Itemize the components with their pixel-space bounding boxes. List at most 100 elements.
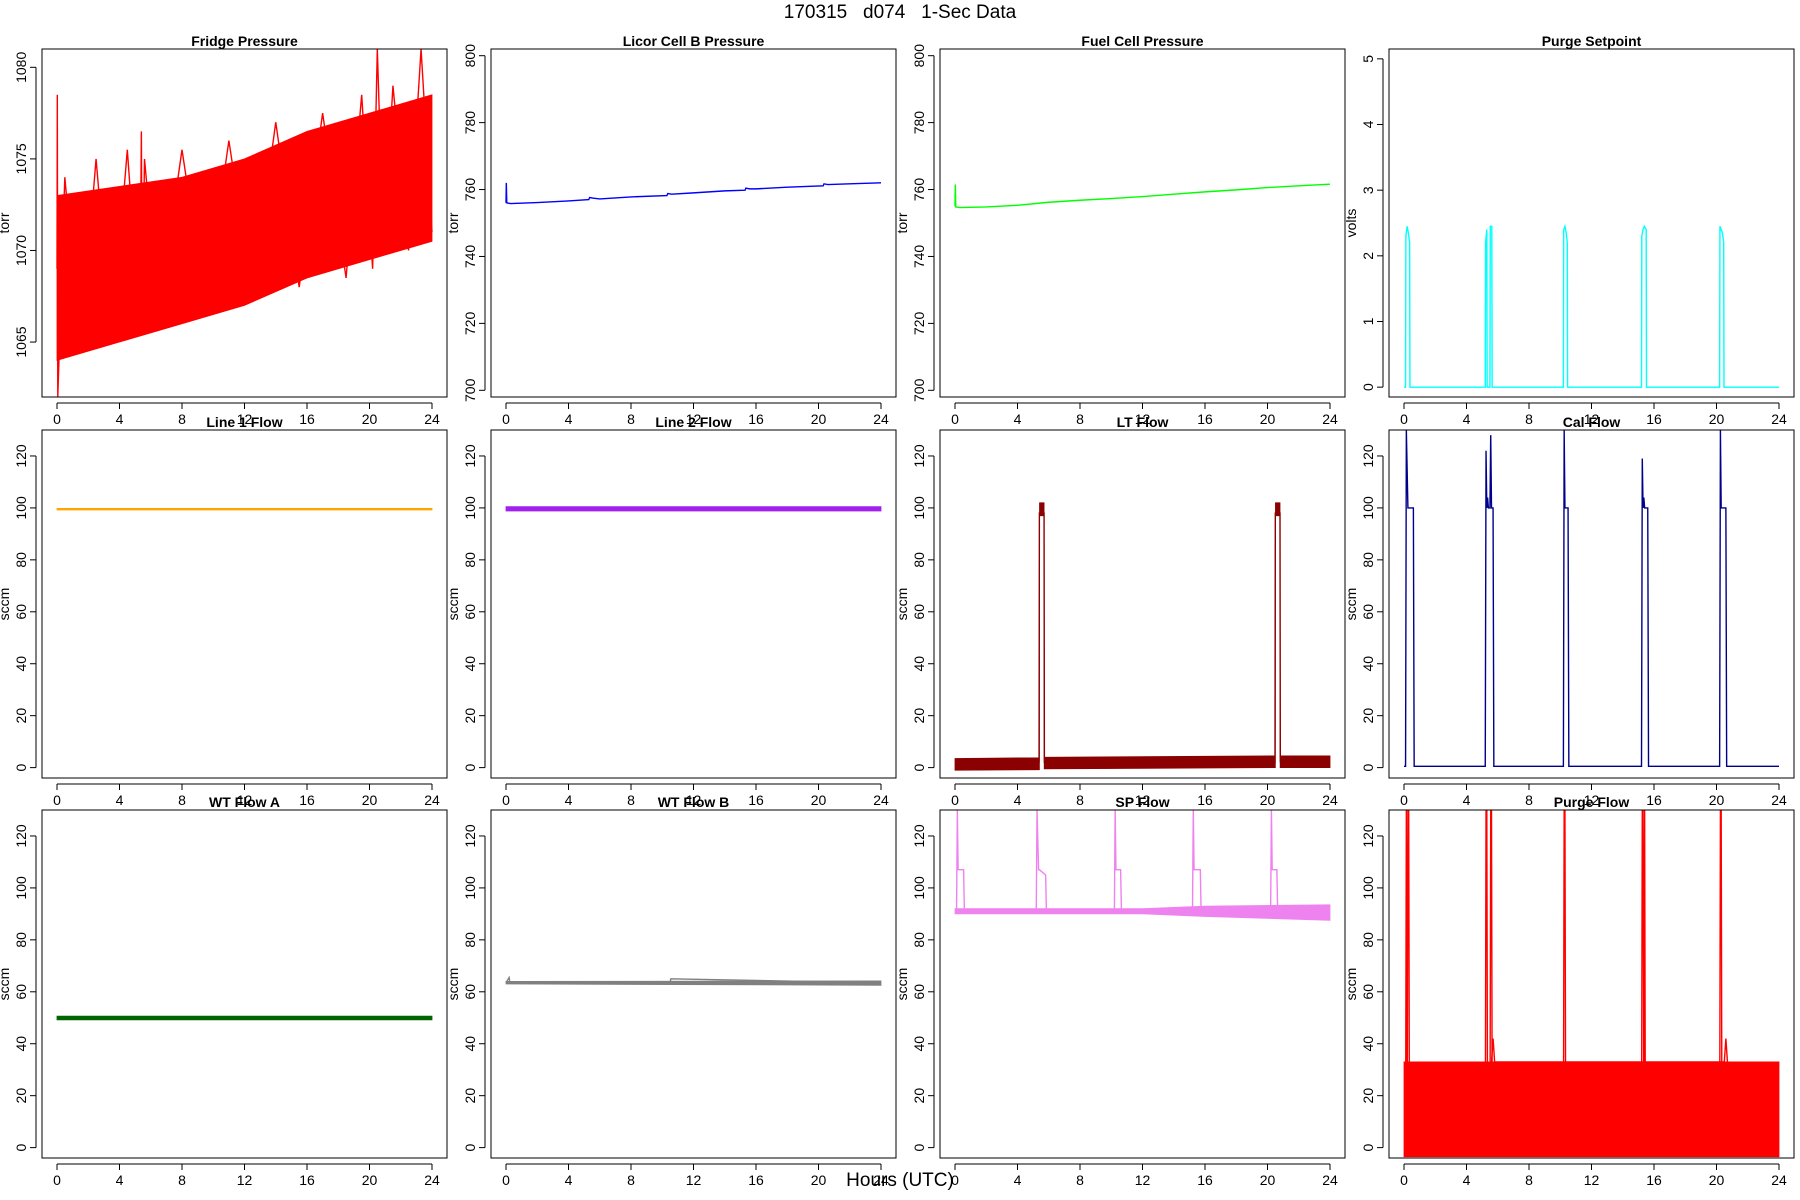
- x-tick-label: 24: [1322, 792, 1338, 808]
- plot-frame: [1388, 429, 1795, 779]
- x-tick-label: 4: [116, 792, 124, 808]
- series-band: [1403, 1061, 1780, 1158]
- y-tick-label: 780: [462, 111, 478, 135]
- x-tick-label: 16: [1197, 792, 1213, 808]
- y-axis-label: torr: [445, 212, 461, 233]
- plot-frame: [41, 809, 448, 1159]
- x-tick-label: 8: [627, 1172, 635, 1188]
- plot-frame: [490, 429, 897, 779]
- y-tick-label: 120: [1360, 444, 1376, 468]
- y-tick-label: 1070: [13, 235, 29, 266]
- chart-title: WT Flow B: [658, 794, 730, 810]
- x-tick-label: 12: [1135, 1172, 1151, 1188]
- y-tick-label: 60: [462, 604, 478, 620]
- y-tick-label: 780: [911, 111, 927, 135]
- series-band: [954, 904, 1331, 921]
- x-tick-label: 0: [951, 411, 959, 427]
- x-tick-label: 12: [237, 792, 253, 808]
- y-tick-label: 40: [911, 1036, 927, 1052]
- y-tick-label: 0: [911, 764, 927, 772]
- y-tick-label: 0: [1360, 764, 1376, 772]
- x-tick-label: 20: [811, 411, 827, 427]
- y-tick-label: 20: [1360, 708, 1376, 724]
- x-tick-label: 0: [502, 1172, 510, 1188]
- y-tick-label: 0: [1360, 1144, 1376, 1152]
- y-tick-label: 60: [911, 984, 927, 1000]
- x-tick-label: 16: [1646, 411, 1662, 427]
- x-tick-label: 16: [1646, 1172, 1662, 1188]
- y-tick-label: 20: [462, 1088, 478, 1104]
- x-tick-label: 16: [748, 411, 764, 427]
- x-tick-label: 8: [1525, 792, 1533, 808]
- x-tick-label: 4: [116, 411, 124, 427]
- x-tick-label: 8: [1076, 411, 1084, 427]
- chart-title: Line 1 Flow: [206, 414, 282, 430]
- y-tick-label: 100: [911, 496, 927, 520]
- y-axis-label: sccm: [1343, 588, 1359, 621]
- x-tick-label: 16: [299, 792, 315, 808]
- y-tick-label: 4: [1360, 120, 1376, 128]
- x-tick-label: 20: [1709, 792, 1725, 808]
- plot-area: [954, 502, 1331, 771]
- y-tick-label: 80: [911, 552, 927, 568]
- x-tick-label: 12: [1584, 792, 1600, 808]
- y-axis-label: sccm: [445, 968, 461, 1001]
- x-tick-label: 0: [1400, 411, 1408, 427]
- y-tick-label: 120: [1360, 824, 1376, 848]
- x-tick-label: 8: [1076, 1172, 1084, 1188]
- x-tick-label: 8: [178, 411, 186, 427]
- chart-title: Fuel Cell Pressure: [1081, 33, 1203, 49]
- chart-title: Fridge Pressure: [191, 33, 298, 49]
- y-tick-label: 120: [462, 444, 478, 468]
- y-tick-label: 0: [13, 764, 29, 772]
- y-axis-label: sccm: [0, 968, 12, 1001]
- plot-frame: [41, 429, 448, 779]
- y-tick-label: 100: [1360, 496, 1376, 520]
- y-tick-label: 60: [13, 984, 29, 1000]
- chart-title: LT Flow: [1117, 414, 1169, 430]
- y-tick-label: 100: [462, 496, 478, 520]
- y-axis-label: volts: [1343, 209, 1359, 238]
- x-tick-label: 20: [1260, 1172, 1276, 1188]
- series-line: [954, 183, 1331, 209]
- y-axis-label: sccm: [0, 588, 12, 621]
- chart-title: Licor Cell B Pressure: [623, 33, 765, 49]
- series-line: [505, 182, 882, 205]
- page-title: 170315 d074 1-Sec Data: [783, 2, 1017, 23]
- x-tick-label: 0: [1400, 1172, 1408, 1188]
- y-tick-label: 120: [462, 824, 478, 848]
- y-tick-label: 20: [13, 708, 29, 724]
- chart-title: Purge Setpoint: [1542, 33, 1642, 49]
- y-tick-label: 40: [13, 656, 29, 672]
- x-tick-label: 20: [811, 792, 827, 808]
- series-band: [954, 502, 1331, 771]
- y-tick-label: 80: [13, 932, 29, 948]
- x-tick-label: 20: [1709, 411, 1725, 427]
- plot-frame: [939, 809, 1346, 1159]
- y-tick-label: 100: [13, 496, 29, 520]
- series-line: [1404, 223, 1779, 388]
- y-tick-label: 760: [911, 178, 927, 202]
- x-tick-label: 24: [873, 411, 889, 427]
- y-tick-label: 1065: [13, 326, 29, 357]
- plot-area: [56, 508, 433, 511]
- x-tick-label: 20: [362, 1172, 378, 1188]
- y-tick-label: 20: [13, 1088, 29, 1104]
- series-line: [1404, 810, 1723, 1149]
- plot-frame: [939, 48, 1346, 398]
- x-tick-label: 0: [951, 792, 959, 808]
- y-tick-label: 80: [462, 932, 478, 948]
- x-tick-label: 4: [1463, 792, 1471, 808]
- y-tick-label: 40: [911, 656, 927, 672]
- plot-area: [1403, 810, 1780, 1158]
- y-tick-label: 60: [13, 604, 29, 620]
- x-tick-label: 8: [178, 1172, 186, 1188]
- y-axis-label: sccm: [894, 588, 910, 621]
- x-tick-label: 4: [565, 411, 573, 427]
- series-line: [1490, 1038, 1729, 1063]
- plot-area: [1404, 430, 1779, 768]
- x-tick-label: 16: [299, 411, 315, 427]
- x-tick-label: 8: [1525, 1172, 1533, 1188]
